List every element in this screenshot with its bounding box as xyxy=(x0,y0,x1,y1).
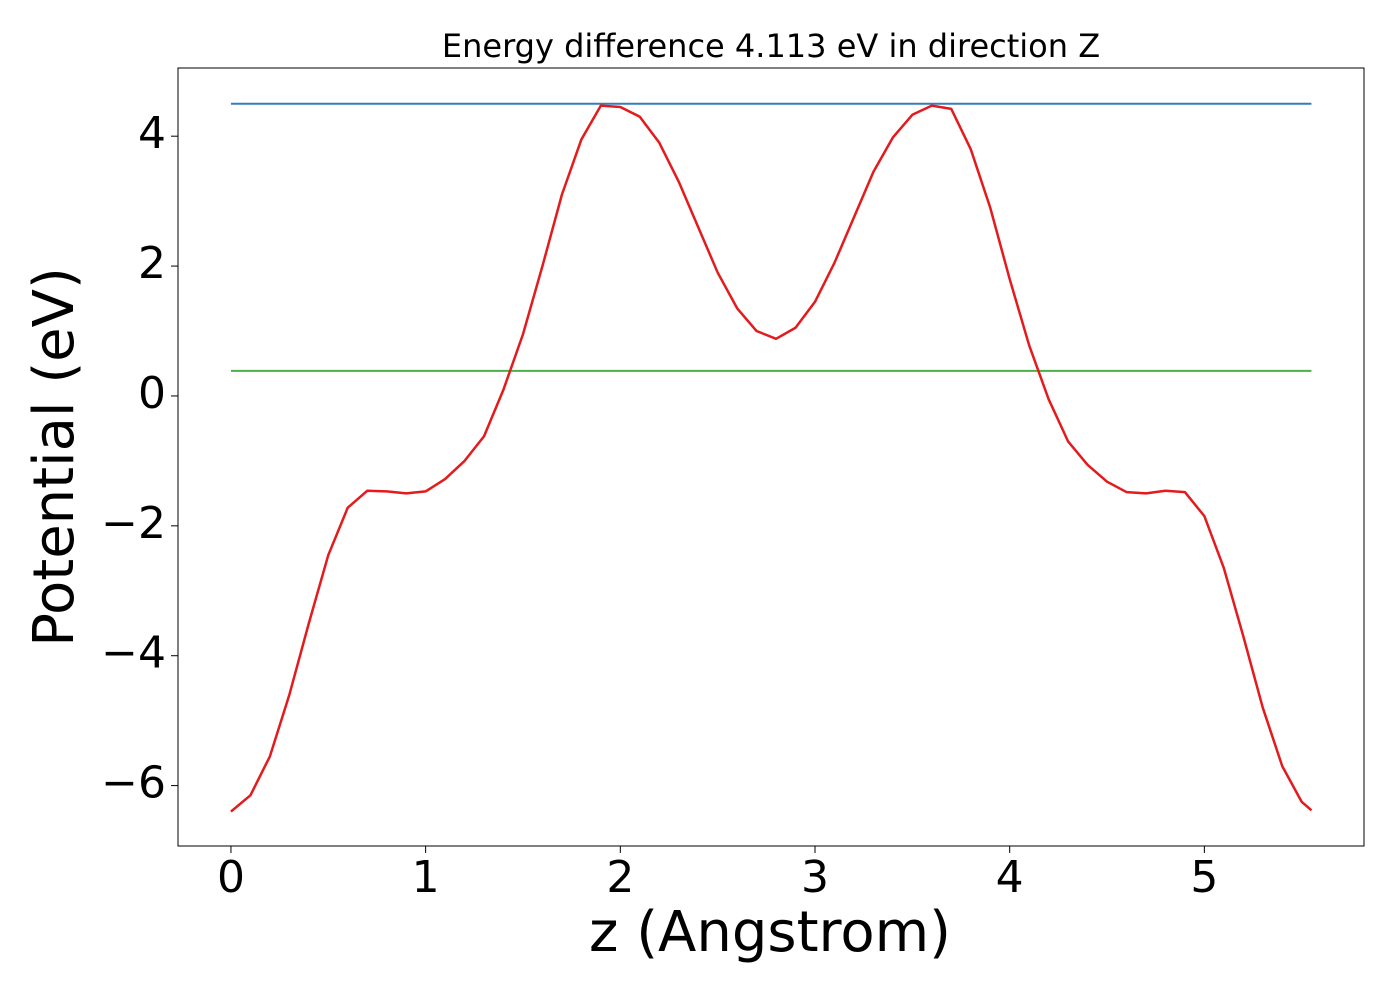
data-line xyxy=(230,104,1313,813)
y-axis-label: Potential (eV) xyxy=(22,267,87,647)
y-tick-label: 2 xyxy=(138,238,166,289)
y-tick-label: 4 xyxy=(138,108,166,159)
x-tick-label: 1 xyxy=(412,852,440,903)
y-tick-label: −2 xyxy=(101,498,166,549)
x-tick-label: 5 xyxy=(1190,852,1218,903)
x-tick-label: 2 xyxy=(606,852,634,903)
y-tick-label: 0 xyxy=(138,368,166,419)
y-tick-label: −4 xyxy=(101,628,166,679)
x-tick-label: 0 xyxy=(217,852,245,903)
chart-title: Energy difference 4.113 eV in direction … xyxy=(442,27,1100,65)
plot-frame xyxy=(177,67,1365,847)
x-tick-label: 4 xyxy=(996,852,1024,903)
x-tick-label: 3 xyxy=(801,852,829,903)
y-tick-label: −6 xyxy=(101,758,166,809)
x-axis-label: z (Angstrom) xyxy=(589,900,951,965)
